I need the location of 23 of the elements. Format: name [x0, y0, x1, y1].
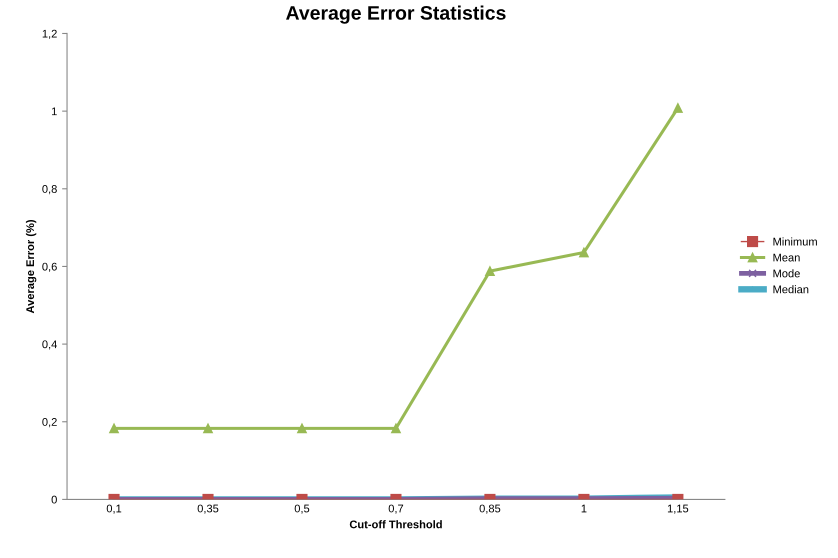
legend-label: Mode	[773, 269, 800, 278]
legend-label: Mean	[773, 254, 800, 262]
y-axis-title: Average Error (%)	[26, 220, 36, 314]
y-tick-label: 0,6	[42, 262, 57, 272]
y-tick-label: 0	[52, 496, 57, 504]
x-tick-label: 0,35	[198, 504, 218, 514]
y-tick-label: 1,2	[42, 30, 57, 39]
y-tick-label: 0,8	[42, 185, 57, 194]
x-axis-title: Cut-off Threshold	[350, 520, 442, 528]
x-tick-label: 1,15	[668, 504, 688, 514]
y-tick-label: 0,2	[42, 418, 57, 428]
point	[579, 248, 589, 258]
x-tick-label: 0,5	[294, 504, 310, 514]
x-tick-label: 0,7	[388, 504, 404, 514]
x-tick-label: 1	[582, 504, 586, 512]
y-tick-label: 1	[52, 108, 57, 116]
y-tick-label: 0,4	[42, 340, 57, 350]
x-tick-label: 0,85	[480, 504, 500, 514]
x-tick-label: 0,1	[106, 504, 122, 514]
point	[485, 266, 495, 276]
chart-title: Average Error Statistics	[286, 6, 506, 24]
legend-label: Median	[773, 285, 808, 294]
legend-label: Minimum	[773, 237, 817, 246]
